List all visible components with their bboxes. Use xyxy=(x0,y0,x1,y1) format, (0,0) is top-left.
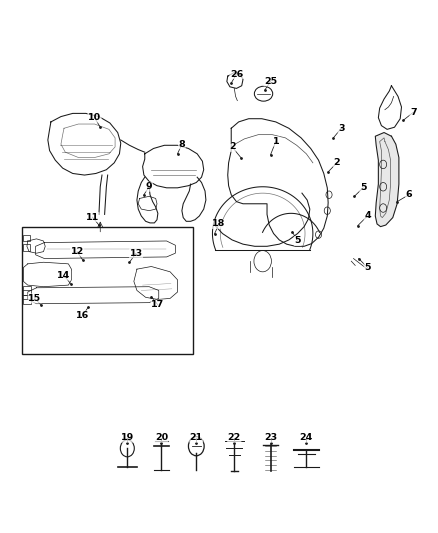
Text: 5: 5 xyxy=(294,237,301,246)
Text: 14: 14 xyxy=(57,271,71,280)
Bar xyxy=(21,227,193,354)
Text: 18: 18 xyxy=(212,220,226,229)
Text: 2: 2 xyxy=(334,158,340,167)
Bar xyxy=(23,244,30,251)
Text: 23: 23 xyxy=(264,433,277,442)
Text: 16: 16 xyxy=(76,311,89,320)
Bar xyxy=(23,235,30,241)
Text: 21: 21 xyxy=(190,433,203,442)
Text: 20: 20 xyxy=(155,433,168,442)
Text: 2: 2 xyxy=(229,142,235,151)
Text: 3: 3 xyxy=(338,124,345,133)
Text: 9: 9 xyxy=(146,182,152,191)
Text: 5: 5 xyxy=(360,183,366,192)
Text: 11: 11 xyxy=(86,213,99,222)
Text: 4: 4 xyxy=(364,212,371,221)
Text: 22: 22 xyxy=(228,433,241,442)
Bar xyxy=(23,286,31,295)
Text: 24: 24 xyxy=(300,433,313,442)
Text: 26: 26 xyxy=(230,70,243,78)
Text: 12: 12 xyxy=(71,247,84,256)
Polygon shape xyxy=(375,133,399,227)
Text: 13: 13 xyxy=(130,249,143,258)
Text: 19: 19 xyxy=(121,433,134,442)
Text: 1: 1 xyxy=(272,137,279,146)
Text: 10: 10 xyxy=(88,113,101,122)
Text: 6: 6 xyxy=(406,190,412,199)
Text: 17: 17 xyxy=(151,300,165,309)
Text: 8: 8 xyxy=(179,140,185,149)
Text: 15: 15 xyxy=(28,294,41,303)
Bar xyxy=(23,295,31,304)
Text: 7: 7 xyxy=(410,108,417,117)
Text: 5: 5 xyxy=(364,263,371,272)
Text: 25: 25 xyxy=(264,77,277,86)
